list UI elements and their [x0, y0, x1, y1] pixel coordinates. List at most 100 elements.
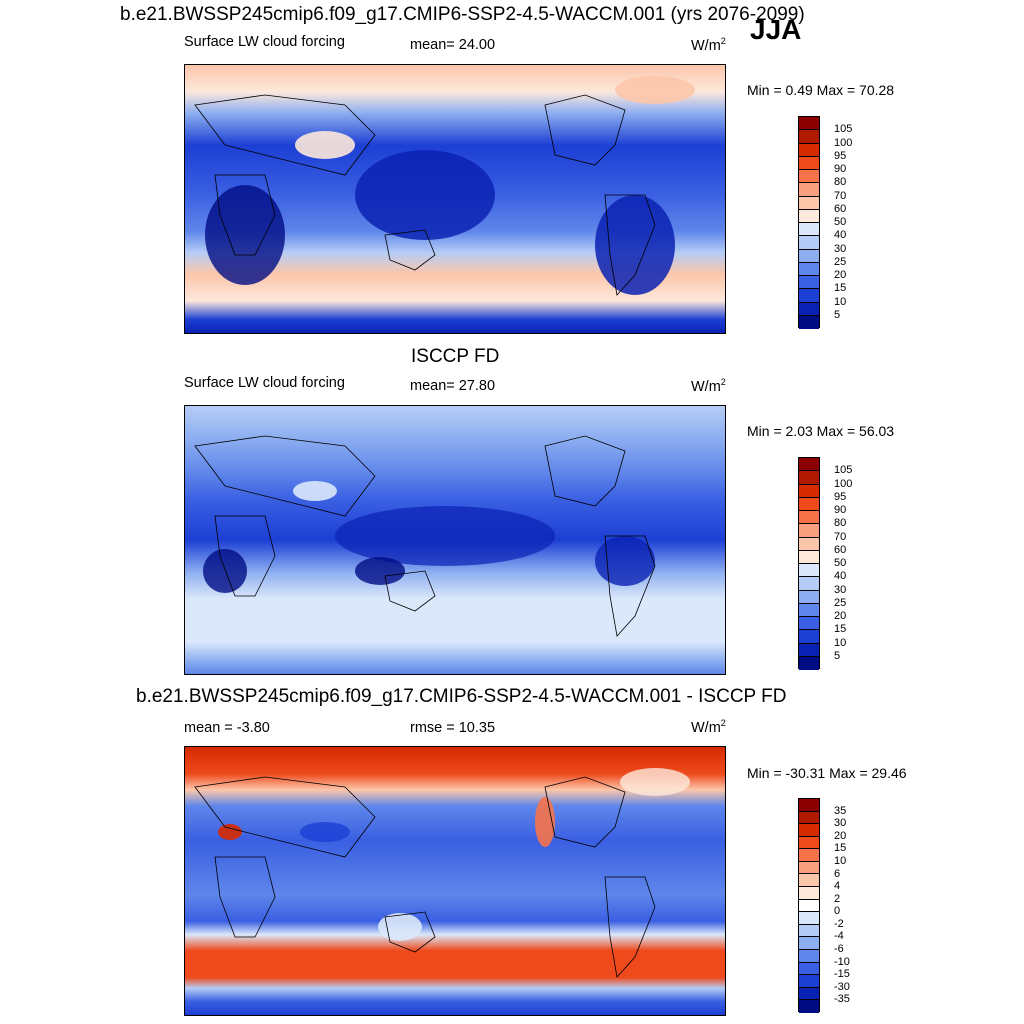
panel3-map-svg [185, 747, 725, 1015]
panel1-map [184, 64, 726, 334]
panel1-mean: mean= 24.00 [410, 37, 496, 53]
colorbar-2-swatch [799, 484, 819, 498]
colorbar-1 [798, 116, 820, 329]
colorbar-3-swatch [799, 949, 819, 963]
colorbar-2-swatch [799, 643, 819, 657]
colorbar-1-swatch [799, 315, 819, 329]
colorbar-1-tick-label: 105 [834, 123, 853, 136]
colorbar-1-tick-label: 70 [834, 189, 847, 202]
colorbar-2-tick-label: 60 [834, 543, 847, 556]
colorbar-1-tick-label: 100 [834, 136, 853, 149]
panel1-variable: Surface LW cloud forcing [184, 34, 345, 50]
colorbar-2-swatch [799, 590, 819, 604]
panel1-units: W/m2 [691, 36, 726, 54]
panel2-units: W/m2 [691, 377, 726, 395]
colorbar-1-swatch [799, 262, 819, 276]
colorbar-3-tick-label: 4 [834, 880, 841, 893]
colorbar-3-swatch [799, 874, 819, 888]
colorbar-1-tick-label: 80 [834, 176, 847, 189]
colorbar-3-swatch [799, 987, 819, 1001]
colorbar-1-tick-label: 15 [834, 282, 847, 295]
colorbar-2-tick-label: 105 [834, 464, 853, 477]
colorbar-3-swatch [799, 937, 819, 950]
colorbar-3-tick-label: 6 [834, 867, 841, 880]
colorbar-2-swatch [799, 617, 819, 631]
colorbar-2-tick-label: 10 [834, 636, 847, 649]
colorbar-1-swatch [799, 276, 819, 290]
colorbar-1-swatch [799, 183, 819, 197]
colorbar-3-swatch [799, 849, 819, 862]
colorbar-1-tick-label: 10 [834, 295, 847, 308]
colorbar-3-tick-label: -4 [834, 930, 844, 943]
colorbar-1-swatch [799, 170, 819, 184]
colorbar-1-swatch [799, 196, 819, 210]
colorbar-1-swatch [799, 289, 819, 303]
colorbar-3-tick-label: -6 [834, 943, 844, 956]
panel1-minmax: Min = 0.49 Max = 70.28 [747, 82, 895, 98]
colorbar-2-tick-label: 5 [834, 649, 841, 662]
colorbar-1-tick-label: 25 [834, 255, 847, 268]
colorbar-3-swatch [799, 861, 819, 875]
colorbar-3 [798, 798, 820, 1013]
colorbar-2-tick-label: 100 [834, 477, 853, 490]
colorbar-2-tick-label: 40 [834, 570, 847, 583]
colorbar-2-swatch [799, 550, 819, 564]
panel2-variable: Surface LW cloud forcing [184, 375, 345, 391]
panel2-map [184, 405, 726, 675]
colorbar-2-tick-label: 30 [834, 583, 847, 596]
colorbar-1-tick-label: 30 [834, 242, 847, 255]
colorbar-3-swatch [799, 1000, 819, 1013]
colorbar-2-swatch [799, 458, 819, 472]
colorbar-1-swatch [799, 209, 819, 223]
colorbar-1-swatch [799, 236, 819, 250]
colorbar-1-tick-label: 90 [834, 163, 847, 175]
panel2-minmax: Min = 2.03 Max = 56.03 [747, 423, 895, 439]
colorbar-3-tick-label: 15 [834, 842, 847, 855]
colorbar-3-swatch [799, 824, 819, 837]
colorbar-2-swatch [799, 564, 819, 578]
panel3-rmse: rmse = 10.35 [410, 720, 496, 736]
panel2-map-svg [185, 406, 725, 674]
colorbar-3-tick-label: -10 [834, 955, 850, 968]
colorbar-3-tick-label: 2 [834, 892, 841, 905]
colorbar-3-swatch [799, 836, 819, 850]
colorbar-3-tick-label: 10 [834, 854, 847, 867]
colorbar-2-tick-label: 50 [834, 557, 847, 569]
colorbar-2-swatch [799, 656, 819, 670]
colorbar-3-swatch [799, 912, 819, 925]
colorbar-3-tick-label: 30 [834, 817, 847, 830]
colorbar-2-swatch [799, 577, 819, 591]
colorbar-2-tick-label: 70 [834, 530, 847, 543]
colorbar-2-tick-label: 80 [834, 517, 847, 530]
panel3-minmax: Min = -30.31 Max = 29.46 [747, 765, 907, 781]
colorbar-3-tick-label: 0 [834, 905, 841, 918]
colorbar-2-swatch [799, 497, 819, 511]
season-label: JJA [750, 14, 802, 45]
colorbar-3-tick-label: -35 [834, 993, 850, 1006]
colorbar-1-swatch [799, 117, 819, 131]
colorbar-3-swatch [799, 799, 819, 812]
panel3-units: W/m2 [691, 718, 726, 736]
panel2-title: ISCCP FD [411, 346, 500, 367]
colorbar-2-swatch [799, 537, 819, 551]
colorbar-1-swatch [799, 143, 819, 157]
colorbar-3-tick-label: -15 [834, 968, 850, 981]
panel1-map-svg [185, 65, 725, 333]
colorbar-3-swatch [799, 811, 819, 825]
colorbar-1-swatch [799, 223, 819, 237]
colorbar-2-swatch [799, 471, 819, 485]
colorbar-2-swatch [799, 603, 819, 617]
panel3-mean: mean = -3.80 [184, 720, 270, 736]
colorbar-2-swatch [799, 524, 819, 538]
colorbar-1-swatch [799, 156, 819, 170]
colorbar-1-tick-label: 95 [834, 149, 847, 162]
colorbar-3-tick-label: 20 [834, 829, 847, 842]
colorbar-3-swatch [799, 962, 819, 976]
colorbar-3-swatch [799, 924, 819, 938]
colorbar-2 [798, 457, 820, 670]
colorbar-1-swatch [799, 249, 819, 263]
colorbar-2-tick-label: 15 [834, 623, 847, 636]
colorbar-1-tick-label: 50 [834, 216, 847, 228]
colorbar-1-tick-label: 5 [834, 308, 841, 321]
colorbar-3-swatch [799, 899, 819, 913]
